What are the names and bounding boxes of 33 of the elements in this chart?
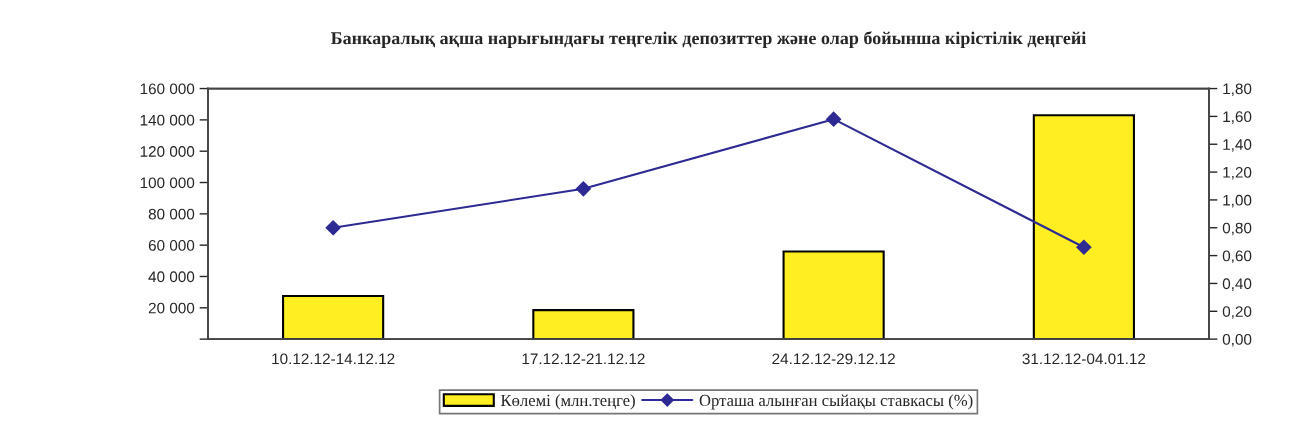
legend-label: Орташа алынған сыйақы ставкасы (%) <box>699 394 973 410</box>
bar <box>1032 114 1135 340</box>
point <box>1076 239 1092 255</box>
y2-tick-label: 0,80 <box>1222 222 1252 236</box>
point <box>325 220 341 236</box>
x-tick-label: 31.12.12-04.01.12 <box>1022 353 1146 365</box>
y-tick-label: 40 000 <box>148 271 195 283</box>
y-tick-label: 120 000 <box>140 146 195 157</box>
bar <box>532 309 635 340</box>
chart-title: Банкаралық ақша нарығындағы теңгелік депозиттер және олар бойынша кірістілік деңгейі <box>330 31 1087 48</box>
y2-tick-label: 0,00 <box>1222 333 1252 347</box>
y2-tick-label: 0,60 <box>1222 250 1252 264</box>
y2-tick-label: 1,40 <box>1223 139 1252 152</box>
y-tick-label: 80 000 <box>148 208 195 220</box>
y2-tick-label: 1,80 <box>1223 83 1252 97</box>
y-tick-label: 140 000 <box>140 114 195 126</box>
bar <box>282 295 385 340</box>
x-tick-label: 17.12.12-21.12.12 <box>522 353 645 365</box>
y2-tick-label: 0,20 <box>1222 306 1252 319</box>
x-tick-label: 24.12.12-29.12.12 <box>772 353 895 365</box>
x-tick-label: 10.12.12-14.12.12 <box>272 353 395 365</box>
y2-tick-label: 1,20 <box>1223 166 1252 180</box>
y2-tick-label: 0,40 <box>1222 278 1252 291</box>
bar <box>782 250 885 340</box>
point <box>575 181 591 197</box>
y-tick-label: 100 000 <box>140 177 195 189</box>
y2-tick-label: 1,00 <box>1223 194 1252 208</box>
y2-tick-label: 1,60 <box>1223 111 1252 124</box>
y-tick-label: 20 000 <box>148 302 195 314</box>
point <box>826 111 842 127</box>
y-tick-label: 60 000 <box>148 240 195 251</box>
legend-label: Көлемі (млн.теңге) <box>500 394 635 410</box>
y-tick-label: 160 000 <box>140 83 195 95</box>
